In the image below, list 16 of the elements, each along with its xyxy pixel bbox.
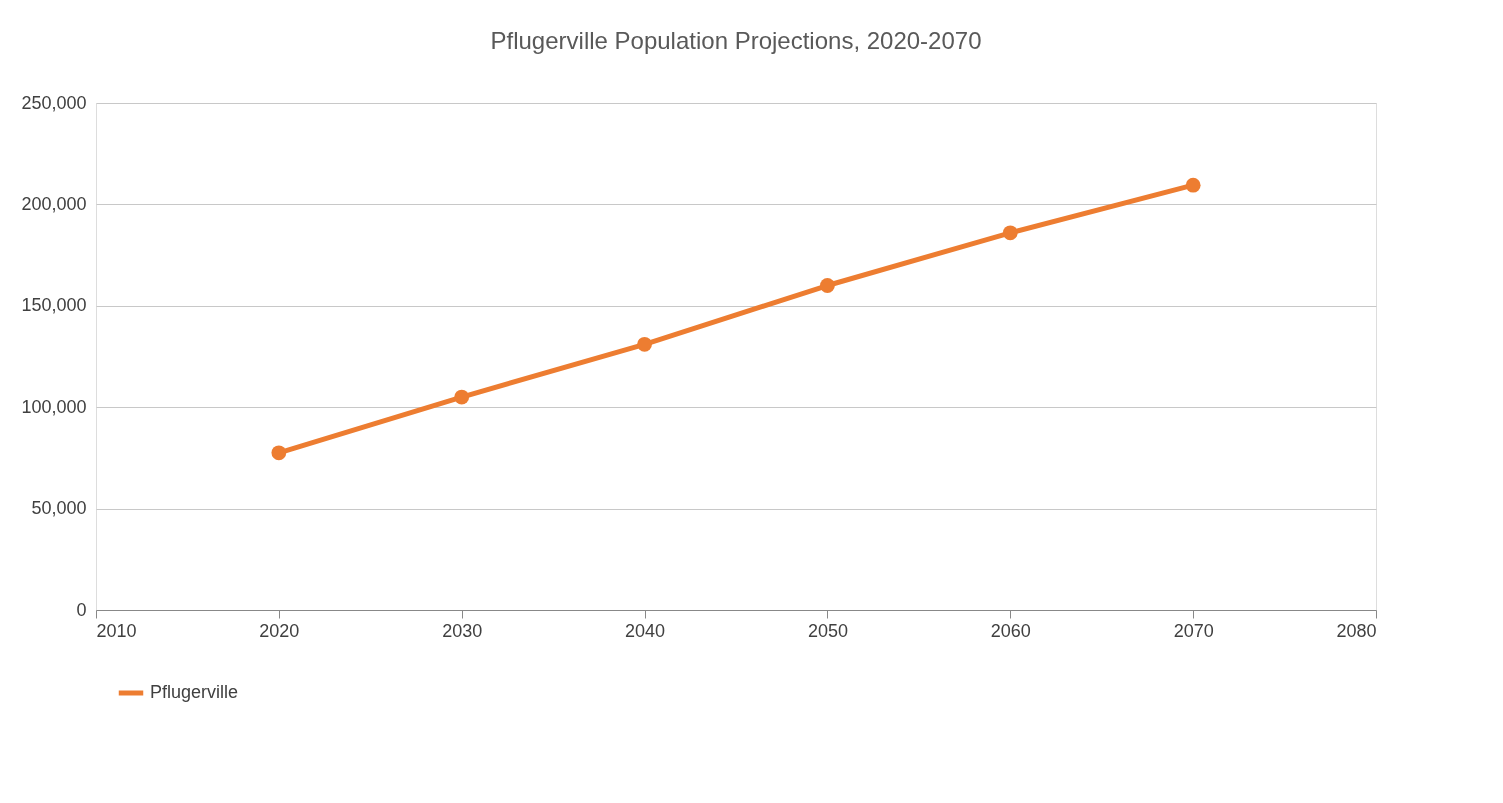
y-tick-label: 200,000 xyxy=(21,193,87,214)
legend-label: Pflugerville xyxy=(150,682,239,702)
x-tick-label: 2010 xyxy=(96,620,137,641)
x-tick-label: 2060 xyxy=(990,620,1031,641)
x-tick-label: 2050 xyxy=(807,620,848,641)
x-tick-label: 2030 xyxy=(442,620,483,641)
y-tick-label: 250,000 xyxy=(21,92,87,113)
y-tick-label: 0 xyxy=(76,599,87,620)
chart-title: Pflugerville Population Projections, 2020-2070 xyxy=(490,27,982,54)
y-tick-label: 150,000 xyxy=(21,295,87,316)
y-tick-label: 50,000 xyxy=(31,498,87,519)
x-tick-label: 2070 xyxy=(1173,620,1214,641)
y-tick-label: 100,000 xyxy=(21,396,87,417)
x-tick-label: 2020 xyxy=(259,620,300,641)
x-tick-label: 2040 xyxy=(625,620,666,641)
x-tick-label: 2080 xyxy=(1336,620,1377,641)
